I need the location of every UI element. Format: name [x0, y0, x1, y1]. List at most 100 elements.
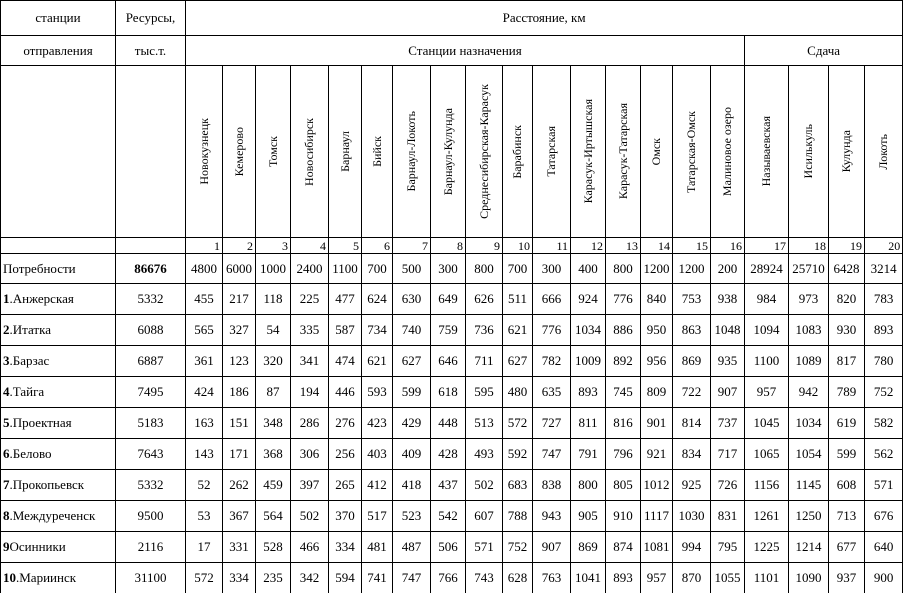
resources-cell: 2116: [115, 531, 186, 563]
resources-cell: 31100: [115, 562, 186, 593]
distance-cell: 599: [392, 376, 431, 408]
distance-cell: 627: [392, 345, 431, 377]
distance-cell: 370: [328, 500, 362, 532]
distance-cell: 627: [502, 345, 533, 377]
distance-cell: 572: [185, 562, 223, 593]
distance-cell: 1048: [710, 314, 745, 346]
distance-cell: 1081: [640, 531, 673, 563]
column-name-cell: Бийск: [361, 65, 393, 238]
station-number: 3: [3, 353, 10, 368]
row-label: 10.Мариинск: [0, 562, 116, 593]
row-label: Потребности: [0, 253, 116, 284]
station-name: .Междуреченск: [9, 508, 96, 523]
distance-cell: 640: [863, 531, 904, 563]
column-name-cell: Омск: [640, 65, 673, 238]
distance-cell: 423: [361, 407, 393, 439]
distance-cell: 722: [672, 376, 711, 408]
distance-cell: 286: [290, 407, 329, 439]
distance-cell: 1030: [672, 500, 711, 532]
distance-cell: 805: [605, 469, 641, 501]
distance-cell: 957: [640, 562, 673, 593]
distance-cell: 487: [392, 531, 431, 563]
distance-cell: 592: [502, 438, 533, 470]
column-name-cell: Среднесибирская-Карасук: [465, 65, 503, 238]
distance-cell: 726: [710, 469, 745, 501]
station-row: 7.Прокопьевск 5332 52 262 459 397 265 412 418 437…: [0, 469, 904, 501]
distance-cell: 528: [255, 531, 291, 563]
distance-cell: 594: [328, 562, 362, 593]
column-number: 17: [744, 237, 789, 254]
distance-cell: 649: [430, 283, 466, 315]
distance-cell: 511: [502, 283, 533, 315]
distance-cell: 571: [863, 469, 904, 501]
demand-cell: 6428: [828, 253, 865, 284]
distance-cell: 262: [222, 469, 256, 501]
column-name: Исилькуль: [801, 124, 815, 179]
column-name: Барабинск: [510, 124, 524, 179]
demand-cell: 1100: [328, 253, 362, 284]
resources-header: Ресурсы,: [115, 0, 186, 36]
distance-cell: 930: [828, 314, 865, 346]
demand-cell: 300: [430, 253, 466, 284]
column-number: 4: [290, 237, 329, 254]
resources-cell: 7495: [115, 376, 186, 408]
distance-cell: 225: [290, 283, 329, 315]
distance-cell: 984: [744, 283, 789, 315]
distance-cell: 788: [502, 500, 533, 532]
column-number: 16: [710, 237, 745, 254]
column-number: 9: [465, 237, 503, 254]
distance-cell: 593: [361, 376, 393, 408]
distance-cell: 186: [222, 376, 256, 408]
distance-cell: 542: [430, 500, 466, 532]
station-number: 10: [3, 570, 16, 585]
resources-cell: 9500: [115, 500, 186, 532]
distance-cell: 957: [744, 376, 789, 408]
column-name: Новосибирск: [302, 117, 316, 186]
column-name-cell: Татарская-Омск: [672, 65, 711, 238]
distance-cell: 1145: [788, 469, 829, 501]
distance-cell: 942: [788, 376, 829, 408]
column-name: Карасук-Татарская: [615, 103, 630, 200]
station-number: 8: [3, 508, 10, 523]
distance-cell: 740: [392, 314, 431, 346]
demand-cell: 500: [392, 253, 431, 284]
column-name: Среднесибирская-Карасук: [476, 84, 491, 219]
distance-cell: 935: [710, 345, 745, 377]
station-row: 9Осинники 2116 17 331 528 466 334 481 487 506 571 7…: [0, 531, 904, 563]
distance-cell: 624: [361, 283, 393, 315]
demand-cell: 200: [710, 253, 745, 284]
distance-cell: 838: [532, 469, 571, 501]
station-name: .Прокопьевск: [9, 477, 85, 492]
distance-cell: 1065: [744, 438, 789, 470]
demand-row: Потребности 86676 4800 6000 1000 2400 1100 700 5…: [0, 253, 904, 284]
distance-cell: 403: [361, 438, 393, 470]
distance-cell: 502: [465, 469, 503, 501]
distance-cell: 582: [863, 407, 904, 439]
station-name: .Мариинск: [16, 570, 77, 585]
row-label: 4.Тайга: [0, 376, 116, 408]
distance-cell: 1101: [744, 562, 789, 593]
distance-cell: 734: [361, 314, 393, 346]
distance-cell: 635: [532, 376, 571, 408]
column-name: Бийск: [369, 136, 384, 167]
distance-cell: 783: [863, 283, 904, 315]
station-number: 6: [3, 446, 10, 461]
row-label: 3.Барзас: [0, 345, 116, 377]
station-name: Осинники: [9, 539, 66, 554]
distance-cell: 151: [222, 407, 256, 439]
distance-cell: 817: [828, 345, 865, 377]
distance-cell: 53: [185, 500, 223, 532]
demand-cell: 1000: [255, 253, 291, 284]
distance-cell: 474: [328, 345, 362, 377]
column-number: 8: [430, 237, 466, 254]
distance-cell: 776: [605, 283, 641, 315]
distance-cell: 619: [828, 407, 865, 439]
distance-cell: 907: [532, 531, 571, 563]
distance-cell: 834: [672, 438, 711, 470]
distance-cell: 743: [465, 562, 503, 593]
distance-cell: 727: [532, 407, 571, 439]
distance-cell: 446: [328, 376, 362, 408]
distance-cell: 276: [328, 407, 362, 439]
station-row: 8.Междуреченск 9500 53 367 564 502 370 517 523 54…: [0, 500, 904, 532]
distance-cell: 1094: [744, 314, 789, 346]
